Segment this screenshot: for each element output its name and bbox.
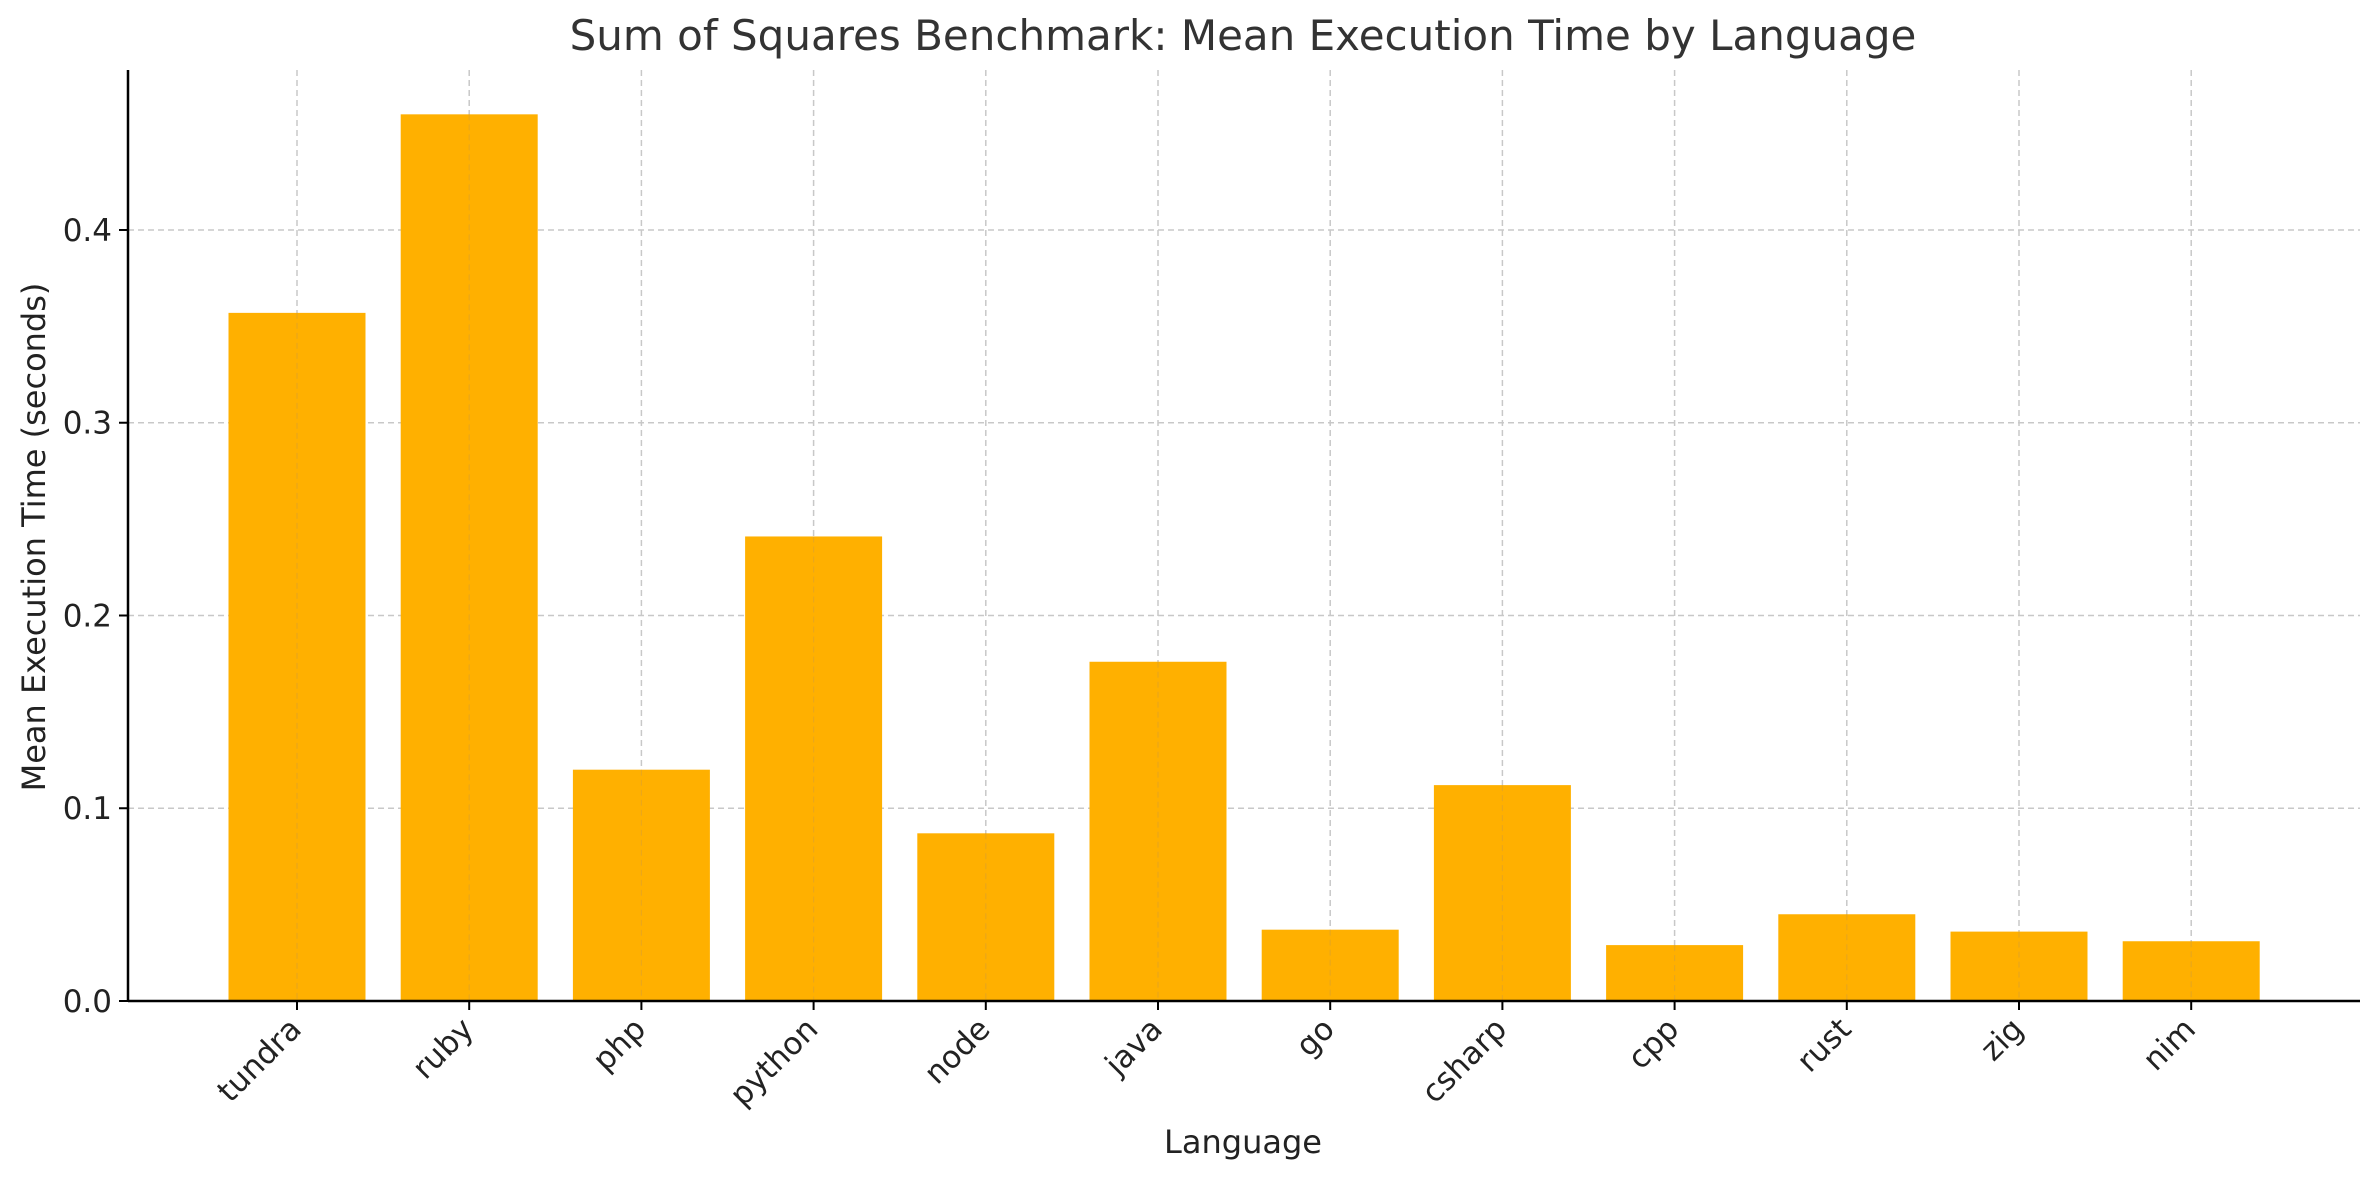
x-tick-label-java: java	[1098, 1011, 1170, 1083]
x-tick-label-node: node	[917, 1011, 997, 1091]
x-tick-label-tundra: tundra	[210, 1011, 308, 1109]
x-tick-label-nim: nim	[2136, 1011, 2203, 1078]
y-tick-label: 0.2	[63, 598, 112, 634]
y-tick-label: 0.3	[63, 406, 112, 442]
bar-nim	[2122, 941, 2260, 1001]
x-tick-label-csharp: csharp	[1415, 1011, 1514, 1110]
x-tick-label-zig: zig	[1974, 1011, 2031, 1068]
y-tick-label: 0.4	[63, 213, 112, 249]
axes-layer	[119, 70, 2360, 1010]
y-axis-label: Mean Execution Time (seconds)	[15, 283, 53, 792]
bars-layer	[228, 114, 2260, 1002]
y-tick-label: 0.1	[63, 791, 112, 827]
x-tick-label-ruby: ruby	[406, 1011, 481, 1086]
x-tick-label-cpp: cpp	[1621, 1011, 1686, 1076]
x-tick-label-rust: rust	[1790, 1011, 1858, 1079]
chart-title: Sum of Squares Benchmark: Mean Execution…	[570, 11, 1917, 60]
x-tick-label-python: python	[723, 1011, 825, 1113]
x-tick-label-go: go	[1289, 1011, 1342, 1064]
x-tick-label-php: php	[586, 1011, 653, 1078]
bar-cpp	[1606, 945, 1744, 1001]
y-tick-label: 0.0	[63, 984, 112, 1020]
x-axis-label: Language	[1164, 1123, 1322, 1161]
